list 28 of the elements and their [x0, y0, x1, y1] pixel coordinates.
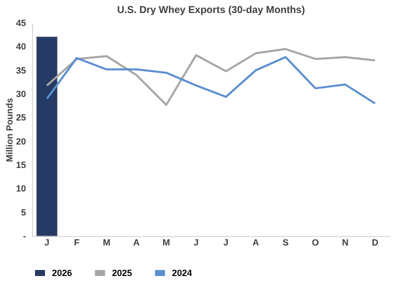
line-series [46, 56, 376, 104]
y-axis-title: Million Pounds [4, 98, 14, 162]
legend-label: 2026 [52, 268, 72, 278]
x-tick-label: M [102, 238, 110, 248]
legend-label: 2025 [112, 268, 132, 278]
x-tick-label: S [282, 238, 289, 248]
y-tick-label: 15 [16, 160, 26, 170]
y-tick-label: 30 [16, 89, 26, 99]
x-tick-label: A [133, 238, 140, 248]
x-tick-label: N [342, 238, 348, 248]
legend-label: 2024 [172, 268, 192, 278]
x-tick-label: J [223, 238, 228, 248]
chart-title: U.S. Dry Whey Exports (30-day Months) [117, 5, 305, 16]
x-tick-label: J [44, 238, 50, 248]
y-tick-label: 35 [16, 65, 26, 76]
y-tick-label: - [23, 231, 26, 241]
x-tick-label: O [312, 238, 319, 248]
x-tick-label: M [162, 238, 170, 248]
y-tick-label: 45 [16, 18, 26, 28]
y-tick-label: 25 [16, 112, 26, 123]
x-tick-label: J [194, 238, 199, 248]
x-tick-label: F [74, 238, 80, 248]
y-tick-label: 5 [20, 207, 26, 218]
y-tick-label: 40 [16, 42, 26, 52]
y-tick-label: 20 [16, 136, 26, 146]
y-tick-label: 10 [16, 184, 26, 194]
x-tick-label: D [372, 238, 379, 248]
x-tick-label: A [252, 238, 260, 248]
